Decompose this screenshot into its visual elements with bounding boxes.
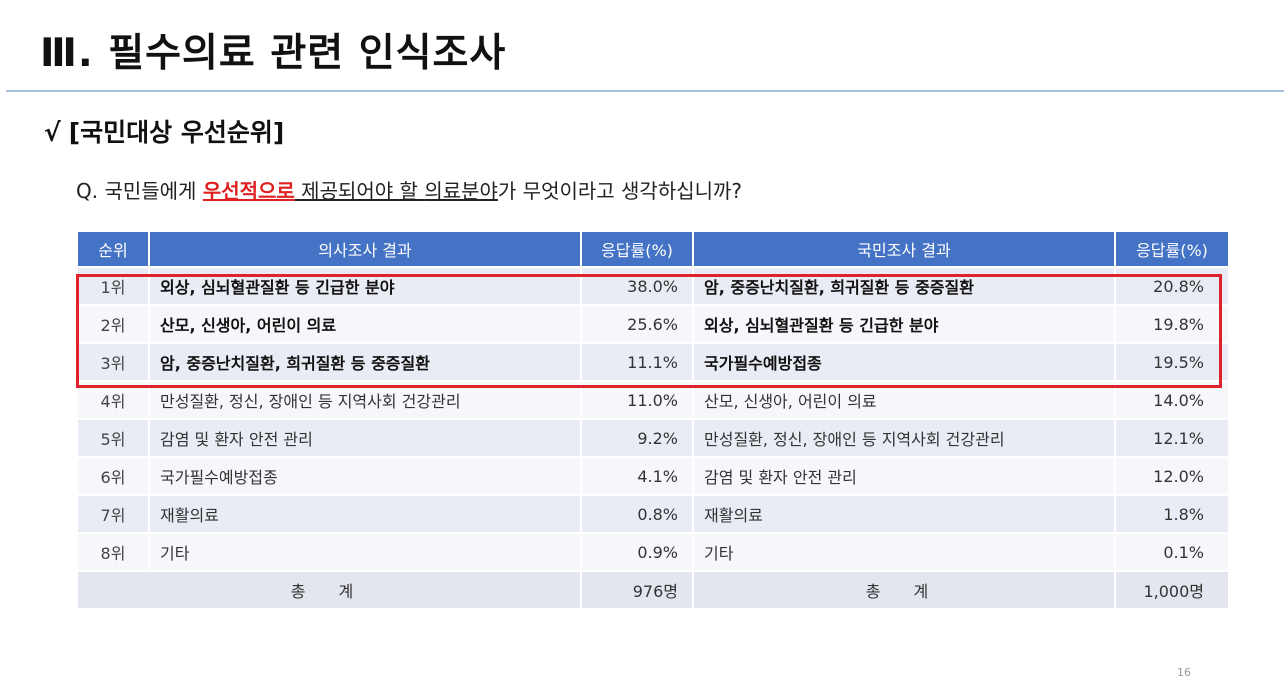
table-row: 7위 재활의료 0.8% 재활의료 1.8% <box>78 496 1228 532</box>
question-middle: 제공되어야 할 <box>294 179 425 203</box>
doctor-rate-cell: 0.9% <box>582 534 692 570</box>
table-total-row: 총 계 976명 총 계 1,000명 <box>78 572 1228 608</box>
doctor-item-cell: 감염 및 환자 안전 관리 <box>150 420 580 456</box>
public-total-count: 1,000명 <box>1116 572 1228 608</box>
table-row: 1위 외상, 심뇌혈관질환 등 긴급한 분야 38.0% 암, 중증난치질환, … <box>78 268 1228 304</box>
public-item-cell: 국가필수예방접종 <box>694 344 1114 380</box>
doctor-item-cell: 재활의료 <box>150 496 580 532</box>
public-item-cell: 암, 중증난치질환, 희귀질환 등 중증질환 <box>694 268 1114 304</box>
header-public-result: 국민조사 결과 <box>694 232 1114 266</box>
doctor-item-cell: 만성질환, 정신, 장애인 등 지역사회 건강관리 <box>150 382 580 418</box>
doctor-total-label: 총 계 <box>78 572 580 608</box>
question-prefix: Q. 국민들에게 <box>76 179 203 203</box>
public-item-cell: 재활의료 <box>694 496 1114 532</box>
table-row: 5위 감염 및 환자 안전 관리 9.2% 만성질환, 정신, 장애인 등 지역… <box>78 420 1228 456</box>
table-row: 6위 국가필수예방접종 4.1% 감염 및 환자 안전 관리 12.0% <box>78 458 1228 494</box>
doctor-rate-cell: 25.6% <box>582 306 692 342</box>
doctor-item-cell: 암, 중증난치질환, 희귀질환 등 중증질환 <box>150 344 580 380</box>
public-item-cell: 외상, 심뇌혈관질환 등 긴급한 분야 <box>694 306 1114 342</box>
rank-cell: 4위 <box>78 382 148 418</box>
public-rate-cell: 12.0% <box>1116 458 1228 494</box>
doctor-item-cell: 국가필수예방접종 <box>150 458 580 494</box>
table-row: 4위 만성질환, 정신, 장애인 등 지역사회 건강관리 11.0% 산모, 신… <box>78 382 1228 418</box>
survey-question: Q. 국민들에게 우선적으로 제공되어야 할 의료분야가 무엇이라고 생각하십니… <box>76 175 742 204</box>
subtitle-text: [국민대상 우선순위] <box>68 118 285 147</box>
table-header-row: 순위 의사조사 결과 응답률(%) 국민조사 결과 응답률(%) <box>78 232 1228 266</box>
ranking-table-container: 순위 의사조사 결과 응답률(%) 국민조사 결과 응답률(%) 1위 외상, … <box>76 230 1228 610</box>
rank-cell: 1위 <box>78 268 148 304</box>
header-rank: 순위 <box>78 232 148 266</box>
public-rate-cell: 20.8% <box>1116 268 1228 304</box>
doctor-item-cell: 외상, 심뇌혈관질환 등 긴급한 분야 <box>150 268 580 304</box>
doctor-rate-cell: 11.0% <box>582 382 692 418</box>
question-underlined: 의료분야 <box>424 179 498 203</box>
rank-cell: 8위 <box>78 534 148 570</box>
rank-cell: 3위 <box>78 344 148 380</box>
public-item-cell: 만성질환, 정신, 장애인 등 지역사회 건강관리 <box>694 420 1114 456</box>
public-total-label: 총 계 <box>694 572 1114 608</box>
table-row: 2위 산모, 신생아, 어린이 의료 25.6% 외상, 심뇌혈관질환 등 긴급… <box>78 306 1228 342</box>
public-rate-cell: 14.0% <box>1116 382 1228 418</box>
public-rate-cell: 12.1% <box>1116 420 1228 456</box>
doctor-rate-cell: 11.1% <box>582 344 692 380</box>
rank-cell: 5위 <box>78 420 148 456</box>
header-public-rate: 응답률(%) <box>1116 232 1228 266</box>
doctor-item-cell: 기타 <box>150 534 580 570</box>
doctor-rate-cell: 38.0% <box>582 268 692 304</box>
doctor-rate-cell: 0.8% <box>582 496 692 532</box>
doctor-rate-cell: 9.2% <box>582 420 692 456</box>
title-divider <box>6 90 1284 92</box>
table-row: 8위 기타 0.9% 기타 0.1% <box>78 534 1228 570</box>
header-doctor-rate: 응답률(%) <box>582 232 692 266</box>
public-rate-cell: 1.8% <box>1116 496 1228 532</box>
question-suffix: 가 무엇이라고 생각하십니까? <box>497 179 743 203</box>
section-subtitle: √ [국민대상 우선순위] <box>44 113 284 149</box>
check-mark-icon: √ <box>44 118 61 147</box>
doctor-item-cell: 산모, 신생아, 어린이 의료 <box>150 306 580 342</box>
table-row: 3위 암, 중증난치질환, 희귀질환 등 중증질환 11.1% 국가필수예방접종… <box>78 344 1228 380</box>
rank-cell: 7위 <box>78 496 148 532</box>
public-item-cell: 산모, 신생아, 어린이 의료 <box>694 382 1114 418</box>
doctor-total-count: 976명 <box>582 572 692 608</box>
page-title: Ⅲ. 필수의료 관련 인식조사 <box>40 31 507 76</box>
public-rate-cell: 0.1% <box>1116 534 1228 570</box>
public-rate-cell: 19.8% <box>1116 306 1228 342</box>
doctor-rate-cell: 4.1% <box>582 458 692 494</box>
ranking-table: 순위 의사조사 결과 응답률(%) 국민조사 결과 응답률(%) 1위 외상, … <box>76 230 1230 610</box>
public-item-cell: 감염 및 환자 안전 관리 <box>694 458 1114 494</box>
question-highlight: 우선적으로 <box>202 179 295 203</box>
public-rate-cell: 19.5% <box>1116 344 1228 380</box>
public-item-cell: 기타 <box>694 534 1114 570</box>
rank-cell: 2위 <box>78 306 148 342</box>
page-number: 16 <box>1177 666 1191 679</box>
rank-cell: 6위 <box>78 458 148 494</box>
header-doctor-result: 의사조사 결과 <box>150 232 580 266</box>
